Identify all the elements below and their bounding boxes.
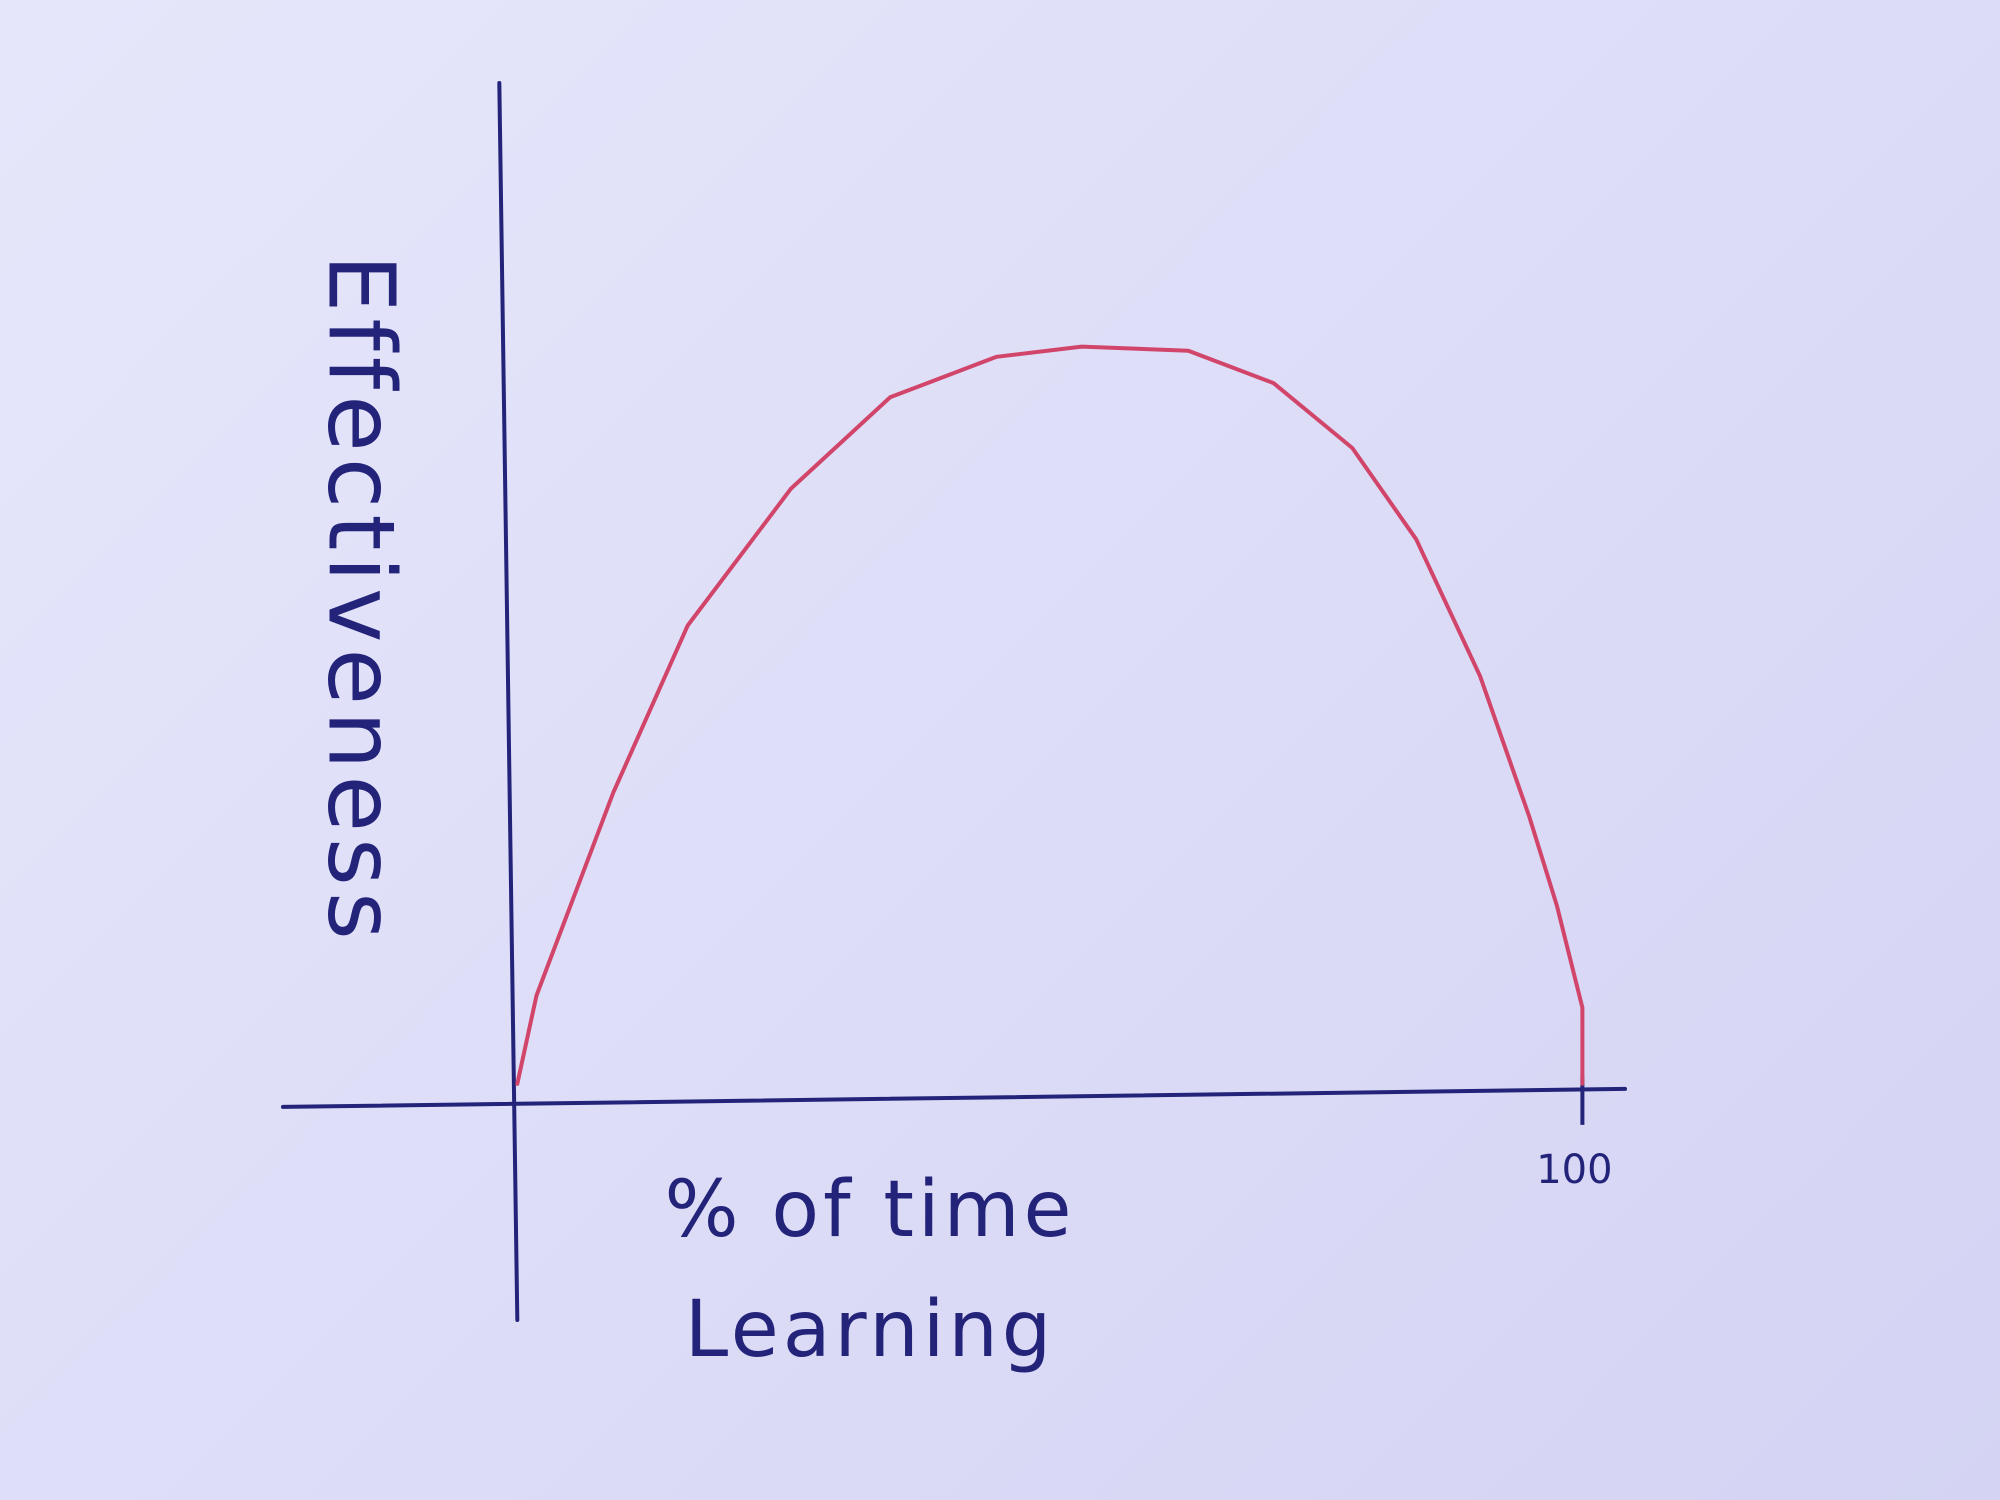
- y-axis-label: Effectiveness: [308, 254, 415, 946]
- data-line: [515, 344, 1585, 1086]
- x-axis: [281, 1086, 1627, 1109]
- y-axis: [497, 81, 520, 1322]
- x-axis-label: % of time Learning: [664, 1165, 1076, 1375]
- x-tick-label: 100: [1536, 1147, 1612, 1193]
